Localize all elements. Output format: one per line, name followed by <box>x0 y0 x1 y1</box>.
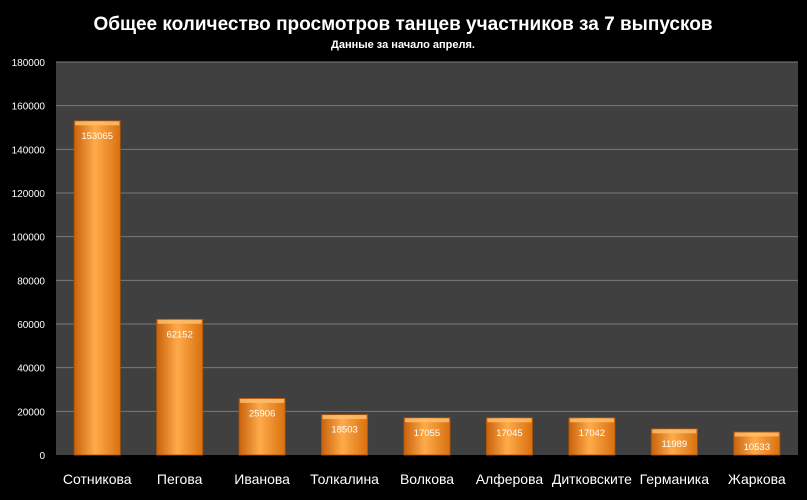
x-category-label: Германика <box>640 471 710 487</box>
y-tick-label: 0 <box>39 451 45 462</box>
y-axis-ticks: 0 20000 40000 60000 80000 100000 120000 140000 1… <box>12 58 46 462</box>
bar <box>156 318 204 456</box>
bar-highlight <box>404 418 450 423</box>
x-category-label: Жаркова <box>728 471 786 487</box>
y-tick-label: 120000 <box>12 189 46 200</box>
x-category-label: Сотникова <box>63 471 132 487</box>
x-category-label: Толкалина <box>310 471 379 487</box>
bar <box>403 417 451 456</box>
bar-highlight <box>157 319 202 324</box>
bar-highlight <box>487 418 532 423</box>
gridlines <box>56 61 798 412</box>
data-label: 10533 <box>744 442 770 453</box>
data-label: 17055 <box>414 428 440 439</box>
x-category-label: Алферова <box>476 471 544 487</box>
data-label: 153065 <box>81 131 113 142</box>
x-category-label: Пегова <box>157 471 203 487</box>
y-tick-label: 140000 <box>12 145 46 156</box>
bar-highlight <box>240 398 285 403</box>
y-tick-label: 160000 <box>12 102 46 113</box>
x-axis-categories: Сотникова Пегова Иванова Толкалина Волкова Ал… <box>63 471 786 487</box>
data-labels: 153065 62152 25906 18503 17055 17045 17042 1198… <box>81 131 770 453</box>
y-tick-label: 180000 <box>12 58 46 69</box>
bar <box>733 431 781 456</box>
data-label: 17045 <box>496 428 522 439</box>
bar-highlight <box>652 429 697 434</box>
chart-subtitle: Данные за начало апреля. <box>331 39 475 51</box>
data-label: 17042 <box>579 428 605 439</box>
bar-highlight <box>734 432 779 437</box>
bar <box>238 398 286 456</box>
y-tick-label: 80000 <box>17 276 45 287</box>
x-category-label: Иванова <box>234 471 290 487</box>
bar <box>73 120 121 456</box>
bars <box>73 120 781 456</box>
x-category-label: Дитковските <box>552 471 632 487</box>
bar-highlight <box>75 121 120 126</box>
data-label: 25906 <box>249 408 275 419</box>
bar <box>321 414 369 456</box>
bar-highlight <box>322 415 367 420</box>
data-label: 62152 <box>166 329 192 340</box>
bar <box>485 417 533 456</box>
data-label: 18503 <box>331 425 357 436</box>
y-tick-label: 20000 <box>17 407 45 418</box>
bar <box>568 417 616 456</box>
y-tick-label: 40000 <box>17 364 45 375</box>
y-tick-label: 60000 <box>17 320 45 331</box>
chart-title: Общее количество просмотров танцев участ… <box>93 14 712 35</box>
x-category-label: Волкова <box>400 471 454 487</box>
bar-highlight <box>569 418 614 423</box>
data-label: 11989 <box>661 439 687 450</box>
y-tick-label: 100000 <box>12 233 46 244</box>
